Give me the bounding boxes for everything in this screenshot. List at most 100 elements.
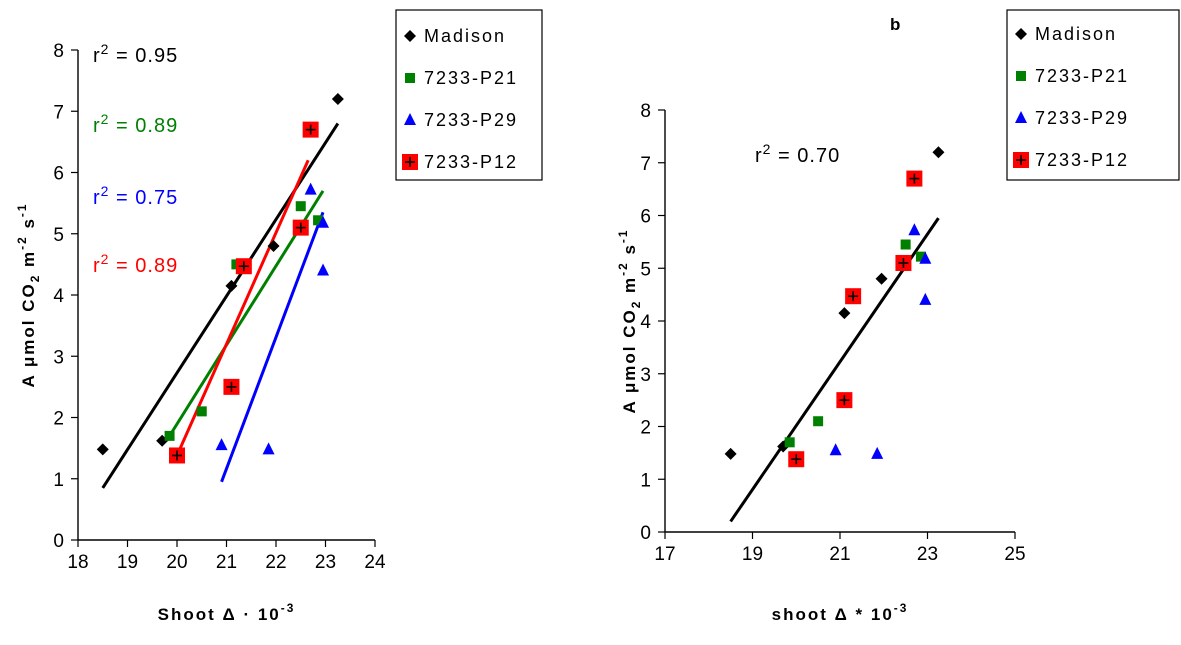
data-point [915,251,926,262]
y-tick-label: 2 [53,409,64,430]
regression-line-7233-p29 [220,211,325,483]
data-point [262,442,275,455]
data-point [304,182,317,195]
legend-item-label: 7233-P29 [424,110,518,130]
series-7233-p12 [169,121,319,464]
panel-label: b [890,15,900,34]
data-point [845,288,862,305]
legend-marker [404,30,416,42]
x-tick-label: 21 [216,552,237,573]
legend-item-label: 7233-P12 [424,152,518,172]
data-point [302,121,319,138]
legend-marker [404,113,416,125]
legend-item-label: Madison [424,26,506,46]
legend-marker [405,73,415,83]
y-axis-label: A μmol CO2 m-2 s-1 [616,228,643,413]
y-axis-label: A μmol CO2 m-2 s-1 [15,202,42,387]
legend-marker [1015,28,1027,40]
series-madison [96,93,344,456]
series-7233-p12 [788,170,923,468]
legend-item-label: 7233-P21 [424,68,518,88]
x-axis-label: Shoot Δ · 10-3 [158,601,296,624]
y-tick-label: 7 [640,154,651,175]
data-point [196,406,207,417]
y-tick-label: 4 [640,312,651,333]
y-tick-label: 2 [640,418,651,439]
legend-marker [1015,111,1027,123]
data-point [225,279,238,292]
legend-item-label: 7233-P12 [1035,150,1129,170]
x-tick-label: 22 [265,552,286,573]
x-tick-label: 19 [117,552,138,573]
series-7233-p21 [784,239,926,448]
series-7233-p29 [215,182,330,455]
r-squared-label: r2 = 0.75 [93,183,178,209]
legend-item-label: 7233-P21 [1035,66,1129,86]
x-tick-label: 17 [654,544,675,565]
series-7233-p29 [829,223,932,459]
data-point [875,272,888,285]
x-tick-label: 23 [917,544,938,565]
r-squared-label: r2 = 0.89 [93,251,178,277]
data-point [871,446,884,459]
data-point [895,254,912,271]
data-point [169,447,185,464]
legend-item-label: 7233-P29 [1035,108,1129,128]
data-point [724,447,737,460]
x-tick-label: 25 [1004,544,1025,565]
data-point [295,201,306,212]
data-point [235,258,252,275]
y-tick-label: 5 [640,259,651,280]
y-tick-label: 4 [53,286,64,307]
legend-marker [1016,71,1026,81]
x-tick-label: 19 [742,544,763,565]
data-point [919,292,932,305]
y-tick-label: 1 [640,470,651,491]
y-tick-label: 1 [53,470,64,491]
legend-box [1006,9,1180,181]
data-point [164,430,175,441]
data-point [223,378,240,395]
x-axis-label: shoot Δ * 10-3 [772,601,909,624]
data-point [813,416,824,427]
y-tick-label: 3 [53,347,64,368]
legend-item-label: Madison [1035,24,1117,44]
data-point [919,251,932,264]
y-tick-label: 7 [53,102,64,123]
data-point [317,215,330,228]
series-madison [724,146,945,460]
y-tick-label: 5 [53,225,64,246]
legend-marker [402,154,418,170]
data-point [267,240,280,252]
x-tick-label: 21 [829,544,850,565]
regression-line-7233-p12 [175,159,310,457]
data-point [215,438,228,451]
y-tick-label: 3 [640,365,651,386]
data-point [900,239,911,250]
data-point [932,146,945,159]
r-squared-label: r2 = 0.89 [93,111,178,137]
y-tick-label: 8 [53,41,64,62]
data-point [313,215,324,226]
y-tick-label: 0 [53,531,64,552]
data-point [788,451,805,468]
data-point [908,223,921,236]
y-tick-label: 6 [53,164,64,185]
data-point [292,219,309,236]
x-tick-label: 20 [166,552,187,573]
data-point [829,443,842,456]
r-squared-label: r2 = 0.95 [93,41,178,67]
data-point [96,443,109,456]
x-tick-label: 23 [315,552,336,573]
x-tick-label: 18 [67,552,88,573]
legend-box [395,9,543,181]
legend: Madison 7233-P21 7233-P29 7233-P12 [1006,9,1180,181]
data-point [838,307,851,320]
data-point [331,93,344,105]
legend-marker [1013,152,1029,168]
y-tick-label: 0 [640,523,651,544]
data-point [784,437,795,448]
